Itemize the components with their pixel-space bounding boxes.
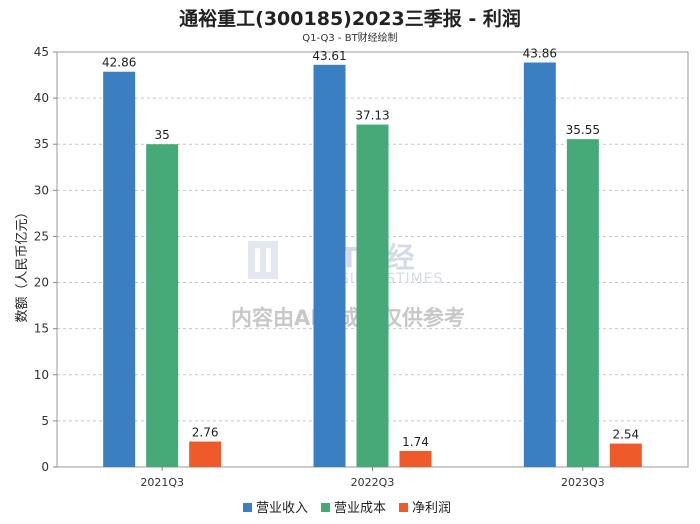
bar-net-profit bbox=[399, 450, 432, 467]
y-tick-label: 0 bbox=[41, 460, 49, 474]
y-tick-label: 20 bbox=[34, 276, 49, 290]
data-label: 43.86 bbox=[523, 47, 557, 61]
bar-revenue bbox=[523, 62, 556, 467]
chart-subtitle: Q1-Q3 - BT财经绘制 bbox=[302, 33, 398, 44]
bar-revenue bbox=[103, 71, 136, 467]
bars bbox=[103, 62, 642, 468]
data-label: 1.74 bbox=[402, 435, 429, 449]
y-tick-label: 10 bbox=[34, 368, 49, 382]
data-label: 2.76 bbox=[192, 426, 219, 440]
y-tick-label: 25 bbox=[34, 229, 49, 243]
y-axis-label: 数额（人民币亿元） bbox=[15, 205, 30, 322]
legend-label: 净利润 bbox=[412, 501, 451, 516]
watermark-notice: 内容由AI生成，仅供参考 bbox=[231, 306, 465, 330]
watermark-logo-icon bbox=[248, 241, 278, 279]
y-tick-label: 40 bbox=[34, 91, 49, 105]
legend-swatch bbox=[243, 503, 252, 512]
legend: 营业收入 营业成本 净利润 bbox=[243, 501, 451, 516]
legend-label: 营业成本 bbox=[334, 501, 386, 516]
y-tick-label: 35 bbox=[34, 137, 49, 151]
watermark: BT财经 BUSINESSTIMES 内容由AI生成，仅供参考 bbox=[231, 241, 465, 330]
bar-net-profit bbox=[189, 441, 222, 467]
data-label: 43.61 bbox=[312, 49, 346, 63]
data-labels: 42.86 35 2.76 43.61 37.13 1.74 43.86 35.55 2.54 bbox=[102, 47, 639, 449]
y-tick-label: 5 bbox=[41, 414, 49, 428]
chart-title: 通裕重工(300185)2023三季报 - 利润 bbox=[179, 8, 521, 30]
legend-label: 营业收入 bbox=[256, 501, 308, 516]
axes: 0 5 10 15 20 25 30 35 40 45 2021Q3 2022Q3 2023Q3 bbox=[34, 45, 689, 489]
legend-swatch bbox=[399, 503, 408, 512]
data-label: 2.54 bbox=[612, 428, 639, 442]
data-label: 37.13 bbox=[355, 109, 389, 123]
bar-cost bbox=[146, 144, 179, 467]
data-label: 35 bbox=[155, 128, 170, 142]
bar-cost bbox=[566, 139, 599, 467]
y-tick-label: 45 bbox=[34, 45, 49, 59]
x-tick-label: 2021Q3 bbox=[140, 476, 184, 489]
bar-net-profit bbox=[609, 443, 642, 467]
x-tick-label: 2022Q3 bbox=[351, 476, 395, 489]
y-tick-label: 15 bbox=[34, 322, 49, 336]
data-label: 42.86 bbox=[102, 56, 136, 70]
data-label: 35.55 bbox=[566, 123, 600, 137]
bar-revenue bbox=[313, 64, 346, 468]
watermark-logo-bar-icon bbox=[255, 248, 260, 272]
y-tick-label: 30 bbox=[34, 183, 49, 197]
watermark-logo-bar-icon bbox=[266, 248, 271, 272]
legend-swatch bbox=[321, 503, 330, 512]
bar-cost bbox=[356, 124, 389, 467]
x-tick-label: 2023Q3 bbox=[561, 476, 605, 489]
